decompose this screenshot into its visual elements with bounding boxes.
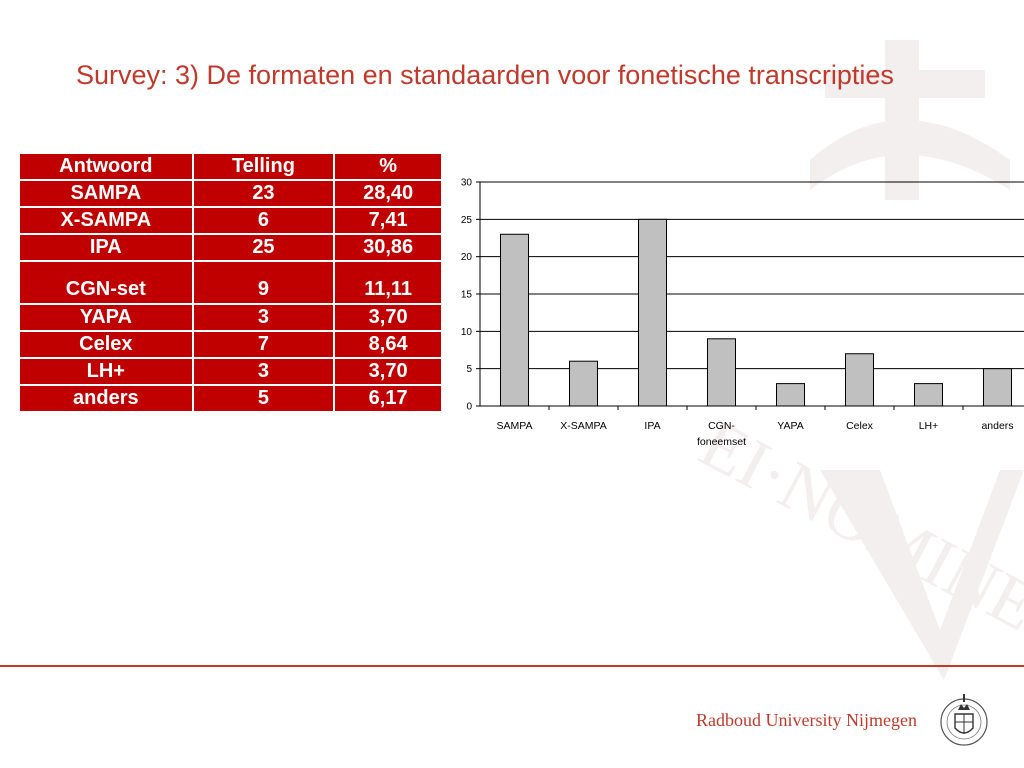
table-row: SAMPA 23 28,40 <box>18 179 443 208</box>
results-table: Antwoord Telling % SAMPA 23 28,40 X-SAMP… <box>18 152 443 413</box>
y-tick-label: 30 <box>461 178 473 189</box>
table-cell: 28,40 <box>333 179 443 208</box>
page-title: Survey: 3) De formaten en standaarden vo… <box>76 60 894 90</box>
table-cell: 6,17 <box>333 384 443 413</box>
table-cell: YAPA <box>18 303 194 332</box>
table-cell: LH+ <box>18 357 194 386</box>
table-cell: 30,86 <box>333 233 443 262</box>
x-tick-label: SAMPA <box>497 420 533 432</box>
table-cell: 23 <box>191 179 336 208</box>
x-tick-label: X-SAMPA <box>560 420 606 432</box>
table-cell: 3,70 <box>333 357 443 386</box>
column-header-antwoord: Antwoord <box>18 152 194 181</box>
bar <box>638 218 667 407</box>
table-cell: 3 <box>191 303 336 332</box>
y-tick-label: 25 <box>461 215 473 226</box>
column-header-percent: % <box>333 152 443 181</box>
table-cell: SAMPA <box>18 179 194 208</box>
table-row: YAPA 3 3,70 <box>18 303 443 332</box>
y-tick-label: 20 <box>461 252 473 263</box>
bar <box>776 383 805 407</box>
table-cell: 5 <box>191 384 336 413</box>
bar-chart: 0 5 10 15 20 25 30 SAMPA X-SAMPA IPA CGN-foneemset… <box>461 178 1024 448</box>
brand-name: Radboud University Nijmegen <box>696 710 917 730</box>
table-row: LH+ 3 3,70 <box>18 357 443 386</box>
table-cell: Celex <box>18 330 194 359</box>
table-cell: 3,70 <box>333 303 443 332</box>
university-seal-icon <box>940 694 988 746</box>
footer-divider <box>0 665 1024 667</box>
table-cell: X-SAMPA <box>18 206 194 235</box>
table-cell: anders <box>18 384 194 413</box>
x-tick-label: foneemset <box>697 436 746 448</box>
x-tick-label: anders <box>981 420 1013 432</box>
bar <box>914 383 943 407</box>
table-row: Celex 7 8,64 <box>18 330 443 359</box>
table-cell: 9 <box>191 260 336 305</box>
table-cell: 6 <box>191 206 336 235</box>
y-tick-label: 10 <box>461 327 473 338</box>
table-cell: 7 <box>191 330 336 359</box>
bar <box>707 338 736 407</box>
bar <box>983 368 1012 407</box>
x-tick-label: IPA <box>644 420 660 432</box>
table-cell: 11,11 <box>333 260 443 305</box>
x-tick-label: YAPA <box>777 420 803 432</box>
x-tick-label: LH+ <box>919 420 939 432</box>
table-cell: IPA <box>18 233 194 262</box>
table-cell: CGN-set <box>18 260 194 305</box>
table-row: CGN-set 9 11,11 <box>18 260 443 305</box>
column-header-telling: Telling <box>191 152 336 181</box>
table-cell: 3 <box>191 357 336 386</box>
table-cell: 8,64 <box>333 330 443 359</box>
table-row: X-SAMPA 6 7,41 <box>18 206 443 235</box>
y-tick-label: 5 <box>466 364 472 375</box>
y-tick-label: 15 <box>461 290 473 301</box>
table-cell: 25 <box>191 233 336 262</box>
x-tick-label: Celex <box>846 420 874 432</box>
table-row: anders 5 6,17 <box>18 384 443 413</box>
y-tick-label: 0 <box>466 402 472 413</box>
bar <box>569 360 598 407</box>
table-cell: 7,41 <box>333 206 443 235</box>
x-tick-label: CGN- <box>708 420 735 432</box>
bar <box>845 353 874 407</box>
table-header-row: Antwoord Telling % <box>18 152 443 181</box>
bar <box>500 233 529 407</box>
table-row: IPA 25 30,86 <box>18 233 443 262</box>
